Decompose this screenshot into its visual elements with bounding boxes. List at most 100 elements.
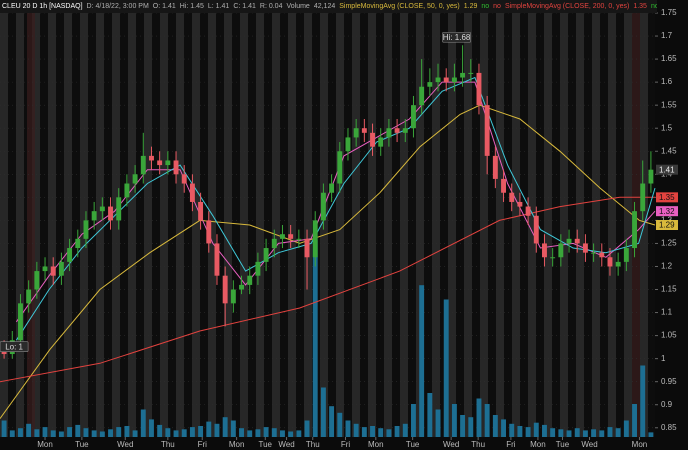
candle-body — [296, 238, 302, 240]
candle-body — [484, 105, 490, 156]
volume-bar — [329, 406, 335, 437]
candle-body — [640, 183, 646, 212]
x-tick-label: Thu — [306, 440, 320, 449]
price-badge-text: 1.29 — [659, 221, 675, 230]
volume-bar — [476, 398, 482, 437]
volume-bar — [386, 429, 392, 437]
y-tick-label: 1.15 — [661, 285, 677, 294]
volume-bar — [607, 427, 613, 437]
candle-body — [566, 238, 572, 244]
volume-bar — [18, 428, 23, 437]
volume-bar — [26, 423, 32, 437]
volume-bar — [468, 417, 474, 437]
high-label-text: Hi: 1.68 — [443, 33, 471, 42]
candle-body — [140, 155, 146, 175]
volume-bar — [312, 240, 318, 437]
candle-body — [427, 82, 433, 87]
volume-bar — [239, 428, 244, 437]
volume-bar — [198, 426, 204, 437]
candle-body — [591, 252, 597, 254]
x-tick-label: Mon — [530, 440, 546, 449]
y-tick-label: 1.25 — [661, 239, 677, 248]
x-tick-label: Wed — [117, 440, 133, 449]
volume-bar — [640, 365, 646, 437]
price-badge — [656, 164, 678, 175]
candle-body — [83, 220, 89, 239]
volume-bar — [394, 426, 400, 437]
candle-body — [468, 72, 474, 74]
volume-bar — [230, 420, 236, 437]
volume-bar — [411, 404, 416, 437]
header-item: Volume — [286, 3, 310, 10]
header-item: O: 1.41 — [152, 3, 176, 10]
volume-bar — [525, 427, 531, 437]
volume-bar — [222, 417, 228, 437]
candle-body — [288, 234, 294, 239]
candle-body — [304, 238, 310, 258]
price-badge — [656, 192, 678, 203]
candle-body — [501, 178, 506, 193]
volume-bar — [492, 415, 498, 437]
volume-bar — [648, 432, 654, 437]
y-tick-label: 1.7 — [661, 31, 673, 40]
volume-bar — [361, 427, 367, 437]
candle-body — [361, 128, 367, 133]
candle-body — [263, 248, 269, 262]
price-badge-text: 1.35 — [659, 193, 675, 202]
volume-bar — [517, 426, 523, 437]
candle-body — [280, 234, 285, 239]
candle-body — [34, 271, 40, 290]
candle-body — [116, 197, 122, 221]
volume-bar — [484, 404, 490, 437]
header-bar: CLEU 20 D 1h [NASDAQ] D: 4/18/22, 3:00 PM… — [0, 0, 657, 13]
candle-body — [525, 206, 531, 216]
y-tick-label: 1.05 — [661, 331, 677, 340]
candle-body — [173, 160, 179, 175]
x-tick-label: Mon — [229, 440, 245, 449]
volume-bar — [451, 404, 457, 437]
volume-bar — [550, 428, 556, 437]
x-tick-label: Wed — [278, 440, 294, 449]
x-tick-label: Tue — [259, 440, 273, 449]
candle-body — [198, 201, 204, 221]
volume-bar — [189, 427, 195, 437]
volume-bar — [574, 428, 580, 437]
candle-body — [99, 206, 105, 212]
candle-body — [615, 261, 621, 267]
x-tick-label: Mon — [37, 440, 53, 449]
candle-body — [181, 174, 187, 184]
candle-body — [149, 155, 154, 161]
volume-bar — [427, 393, 433, 437]
volume-bar — [34, 429, 40, 437]
candle-body — [91, 211, 97, 221]
candle-body — [337, 151, 343, 184]
candle-body — [329, 183, 335, 193]
volume-bar — [67, 427, 73, 437]
x-tick-label: Wed — [443, 440, 459, 449]
low-label-text: Lo: 1 — [5, 342, 23, 351]
volume-bar — [337, 412, 343, 437]
session-highlight — [27, 13, 35, 437]
candle-body — [26, 289, 32, 304]
candle-body — [558, 243, 564, 258]
candle-body — [435, 77, 441, 83]
volume-bar — [50, 430, 56, 437]
candle-body — [320, 192, 326, 221]
candle-body — [189, 183, 195, 202]
volume-bar — [206, 421, 212, 437]
candle-body — [345, 137, 351, 152]
volume-bar — [247, 430, 253, 437]
volume-bar — [558, 429, 564, 437]
candle-body — [582, 243, 588, 253]
volume-bar — [83, 428, 89, 437]
price-badge-text: 1.32 — [659, 207, 675, 216]
volume-bar — [304, 420, 310, 437]
candle-body — [550, 257, 556, 259]
volume-bar — [501, 419, 506, 437]
candle-body — [214, 243, 220, 276]
volume-bar — [271, 428, 277, 437]
header-item: 42,124 — [313, 3, 336, 10]
candle-body — [247, 275, 253, 285]
